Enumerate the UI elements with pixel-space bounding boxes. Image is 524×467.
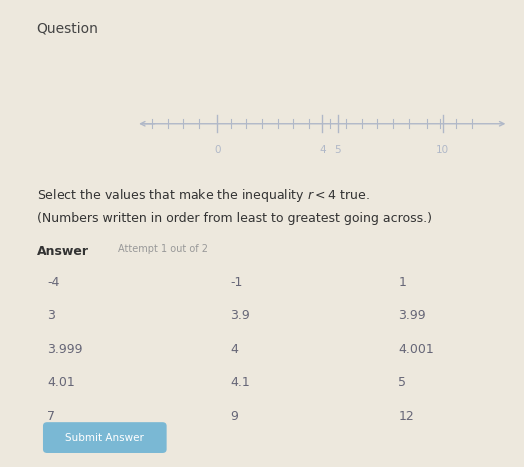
Text: 12: 12 [398,410,414,423]
Text: 7: 7 [47,410,55,423]
Text: Select the values that make the inequality $r < 4$ true.: Select the values that make the inequali… [37,187,369,204]
FancyBboxPatch shape [43,422,167,453]
Text: 4: 4 [319,145,325,155]
Text: 3.9: 3.9 [231,309,250,322]
Text: 3.999: 3.999 [47,343,83,356]
Text: 10: 10 [436,145,450,155]
Text: (Numbers written in order from least to greatest going across.): (Numbers written in order from least to … [37,212,432,226]
Text: 3.99: 3.99 [398,309,426,322]
Text: Answer: Answer [37,245,89,258]
Text: 4.001: 4.001 [398,343,434,356]
Text: 4.01: 4.01 [47,376,75,389]
Text: 3: 3 [47,309,55,322]
Text: 0: 0 [214,145,221,155]
Text: 1: 1 [398,276,406,289]
Text: 5: 5 [398,376,406,389]
Text: Question: Question [37,21,99,35]
Text: -4: -4 [47,276,60,289]
Text: 5: 5 [335,145,341,155]
Text: 4: 4 [231,343,238,356]
Text: -1: -1 [231,276,243,289]
Text: 9: 9 [231,410,238,423]
Text: Attempt 1 out of 2: Attempt 1 out of 2 [118,244,208,254]
Text: 4.1: 4.1 [231,376,250,389]
Text: Submit Answer: Submit Answer [66,432,144,443]
